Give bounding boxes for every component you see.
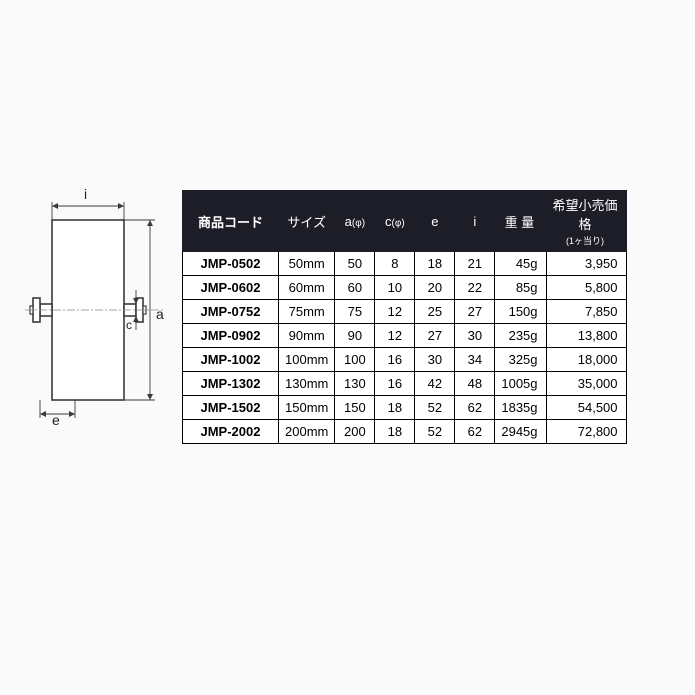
cell-a: 60: [335, 276, 375, 300]
table-row: JMP-090290mm90122730235g13,800: [183, 324, 627, 348]
cell-c: 8: [375, 252, 415, 276]
table-row: JMP-1502150mm1501852621835g54,500: [183, 396, 627, 420]
cell-weight: 150g: [495, 300, 546, 324]
diagram-label-a: a: [156, 306, 164, 322]
cell-e: 20: [415, 276, 455, 300]
cell-weight: 85g: [495, 276, 546, 300]
cell-price: 35,000: [546, 372, 626, 396]
cell-weight: 235g: [495, 324, 546, 348]
cell-weight: 1005g: [495, 372, 546, 396]
cell-price: 3,950: [546, 252, 626, 276]
cell-c: 16: [375, 348, 415, 372]
cell-weight: 2945g: [495, 420, 546, 444]
table-row: JMP-060260mm6010202285g5,800: [183, 276, 627, 300]
cell-size: 60mm: [279, 276, 335, 300]
cell-i: 22: [455, 276, 495, 300]
cell-i: 30: [455, 324, 495, 348]
table-row: JMP-1002100mm100163034325g18,000: [183, 348, 627, 372]
cell-size: 50mm: [279, 252, 335, 276]
cell-i: 62: [455, 396, 495, 420]
cell-e: 18: [415, 252, 455, 276]
cell-price: 5,800: [546, 276, 626, 300]
cell-code: JMP-2002: [183, 420, 279, 444]
cell-price: 13,800: [546, 324, 626, 348]
table-header-row: 商品コード サイズ a(φ) c(φ) e i 重 量 希望小売価格(1ヶ当り): [183, 191, 627, 252]
cell-weight: 1835g: [495, 396, 546, 420]
table-row: JMP-075275mm75122527150g7,850: [183, 300, 627, 324]
cell-code: JMP-0752: [183, 300, 279, 324]
cell-i: 27: [455, 300, 495, 324]
cell-c: 16: [375, 372, 415, 396]
cell-code: JMP-0502: [183, 252, 279, 276]
cell-c: 12: [375, 300, 415, 324]
cell-c: 18: [375, 420, 415, 444]
cell-price: 72,800: [546, 420, 626, 444]
cell-weight: 45g: [495, 252, 546, 276]
table-row: JMP-1302130mm1301642481005g35,000: [183, 372, 627, 396]
cell-size: 130mm: [279, 372, 335, 396]
header-a: a(φ): [335, 191, 375, 252]
cell-a: 200: [335, 420, 375, 444]
header-size: サイズ: [279, 191, 335, 252]
cell-code: JMP-0902: [183, 324, 279, 348]
diagram-label-e: e: [52, 412, 60, 428]
diagram-label-i: i: [84, 186, 87, 202]
cell-weight: 325g: [495, 348, 546, 372]
cell-c: 12: [375, 324, 415, 348]
cell-a: 90: [335, 324, 375, 348]
cell-e: 52: [415, 420, 455, 444]
spec-table: 商品コード サイズ a(φ) c(φ) e i 重 量 希望小売価格(1ヶ当り)…: [182, 190, 627, 444]
cell-size: 150mm: [279, 396, 335, 420]
header-c: c(φ): [375, 191, 415, 252]
cell-code: JMP-1302: [183, 372, 279, 396]
cell-i: 21: [455, 252, 495, 276]
cell-e: 25: [415, 300, 455, 324]
cell-c: 18: [375, 396, 415, 420]
cell-c: 10: [375, 276, 415, 300]
cell-a: 130: [335, 372, 375, 396]
cell-price: 54,500: [546, 396, 626, 420]
cell-e: 30: [415, 348, 455, 372]
cell-price: 7,850: [546, 300, 626, 324]
cell-code: JMP-0602: [183, 276, 279, 300]
table-row: JMP-2002200mm2001852622945g72,800: [183, 420, 627, 444]
cell-a: 50: [335, 252, 375, 276]
cell-code: JMP-1002: [183, 348, 279, 372]
cell-e: 52: [415, 396, 455, 420]
header-i: i: [455, 191, 495, 252]
cell-size: 90mm: [279, 324, 335, 348]
cell-e: 27: [415, 324, 455, 348]
header-e: e: [415, 191, 455, 252]
cell-a: 75: [335, 300, 375, 324]
cell-a: 100: [335, 348, 375, 372]
cell-price: 18,000: [546, 348, 626, 372]
diagram-label-c: c: [126, 318, 132, 332]
table-row: JMP-050250mm508182145g3,950: [183, 252, 627, 276]
cell-e: 42: [415, 372, 455, 396]
cell-code: JMP-1502: [183, 396, 279, 420]
cell-size: 200mm: [279, 420, 335, 444]
cell-size: 75mm: [279, 300, 335, 324]
header-weight: 重 量: [495, 191, 546, 252]
header-price: 希望小売価格(1ヶ当り): [546, 191, 626, 252]
spec-table-container: 商品コード サイズ a(φ) c(φ) e i 重 量 希望小売価格(1ヶ当り)…: [182, 190, 627, 444]
cell-i: 62: [455, 420, 495, 444]
cell-i: 34: [455, 348, 495, 372]
cell-size: 100mm: [279, 348, 335, 372]
cell-a: 150: [335, 396, 375, 420]
header-code: 商品コード: [183, 191, 279, 252]
dimension-diagram: i a c e: [20, 190, 170, 430]
cell-i: 48: [455, 372, 495, 396]
